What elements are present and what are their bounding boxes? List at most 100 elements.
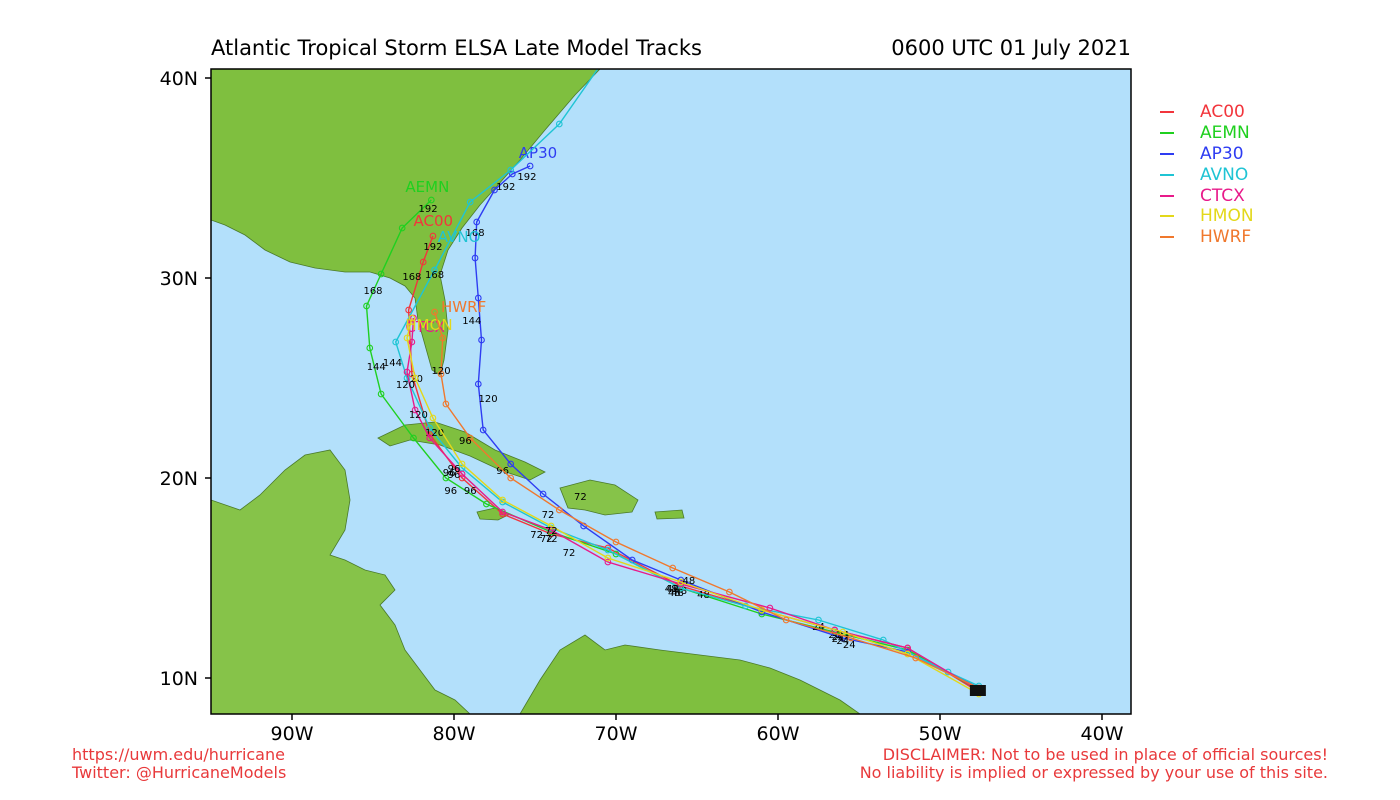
forecast-hour-label: 168 <box>466 228 485 239</box>
track-point <box>437 370 445 378</box>
forecast-hour-label: 72 <box>545 534 558 545</box>
forecast-hour-label: 72 <box>574 492 587 503</box>
track-point <box>766 604 774 612</box>
legend-swatch <box>1160 111 1174 114</box>
forecast-hour-label: 120 <box>425 428 444 439</box>
lon-label: 70W <box>595 723 638 745</box>
forecast-hour-label: 120 <box>409 410 428 421</box>
track-point <box>547 526 555 534</box>
legend-item-ctcx: CTCX <box>1160 185 1254 206</box>
track-point <box>555 120 563 128</box>
track-point <box>377 390 385 398</box>
track-point <box>677 580 685 588</box>
legend-label: AP30 <box>1200 143 1244 164</box>
track-point <box>491 186 498 194</box>
track-point <box>431 308 438 316</box>
model-tracks: 24487296120168192AC0024487296144168192AE… <box>363 69 986 698</box>
forecast-hour-label: 120 <box>431 366 450 377</box>
track-name-label: AP30 <box>519 144 557 162</box>
track-point <box>429 414 437 422</box>
lat-label: 40N <box>160 68 198 90</box>
track-point <box>411 406 419 414</box>
forecast-hour-label: 96 <box>496 466 509 477</box>
land-south-america <box>519 634 861 714</box>
track-point <box>442 400 450 408</box>
lon-label: 90W <box>271 723 314 745</box>
track-point <box>377 270 385 278</box>
track-point <box>555 506 563 514</box>
map-frame <box>210 68 1132 715</box>
track-point <box>839 628 847 636</box>
track-point <box>427 196 435 204</box>
track-hwrf: 24 48 72 96 120 HWRF <box>431 298 983 692</box>
forecast-hour-label: 48 <box>671 588 684 599</box>
forecast-hour-label: 168 <box>402 272 421 283</box>
track-point <box>439 334 447 342</box>
forecast-hour-label: 72 <box>530 530 543 541</box>
forecast-hour-label: 72 <box>563 548 576 559</box>
track-line <box>394 69 980 687</box>
track-point <box>499 508 506 516</box>
legend-item-avno: AVNO <box>1160 164 1254 185</box>
track-point <box>677 578 685 586</box>
lat-label: 30N <box>160 268 198 290</box>
track-point <box>507 460 515 468</box>
track-point <box>598 69 602 70</box>
legend-swatch <box>1160 152 1174 155</box>
forecast-hour-label: 96 <box>448 470 461 481</box>
track-point <box>847 634 855 642</box>
forecast-hour-label: 120 <box>478 394 497 405</box>
track-point <box>398 224 406 232</box>
legend-item-hwrf: HWRF <box>1160 227 1254 248</box>
legend-label: HWRF <box>1200 227 1252 248</box>
track-point <box>419 258 427 266</box>
track-point <box>363 302 370 310</box>
forecast-hour-label: 144 <box>383 358 402 369</box>
track-name-label: AC00 <box>414 212 454 230</box>
forecast-hour-label: 192 <box>423 242 442 253</box>
track-name-label: CTCX <box>405 318 445 336</box>
land-central-america <box>211 449 471 714</box>
lat-label: 10N <box>160 668 198 690</box>
track-point <box>478 336 485 344</box>
track-point <box>879 636 887 644</box>
forecast-hour-label: 168 <box>425 270 444 281</box>
footer-url[interactable]: https://uwm.edu/hurricane <box>72 745 285 764</box>
forecast-hour-label: 120 <box>396 380 415 391</box>
forecast-hour-label: 168 <box>363 286 382 297</box>
legend-swatch <box>1160 132 1174 135</box>
legend-label: AEMN <box>1200 123 1250 144</box>
track-line <box>474 165 980 689</box>
track-point <box>442 474 450 482</box>
land-layer <box>211 69 861 714</box>
legend-swatch <box>1160 173 1174 176</box>
lon-label: 80W <box>433 723 476 745</box>
land-puerto-rico <box>654 509 685 520</box>
track-point <box>426 434 434 442</box>
track-point <box>547 522 555 530</box>
footer-twitter[interactable]: Twitter: @HurricaneModels <box>72 763 287 782</box>
track-point <box>758 610 766 618</box>
forecast-hour-label: 48 <box>665 584 678 595</box>
track-name-label: HWRF <box>441 298 486 316</box>
land-north-america <box>211 69 601 376</box>
lat-label: 20N <box>160 468 198 490</box>
legend-item-hmon: HMON <box>1160 206 1254 227</box>
track-ap30: 24 48 72 96 120 144 168 192 AP30 <box>462 144 983 692</box>
track-point <box>677 576 685 584</box>
track-point <box>604 554 612 562</box>
track-point <box>403 368 411 376</box>
lon-label: 40W <box>1081 723 1124 745</box>
forecast-hour-label: 72 <box>545 526 558 537</box>
forecast-hour-label: 48 <box>674 586 687 597</box>
track-point <box>403 334 411 342</box>
forecast-hour-label: 24 <box>832 632 845 643</box>
lon-label: 50W <box>919 723 962 745</box>
legend-item-ac00: AC00 <box>1160 102 1254 123</box>
forecast-hour-label: 24 <box>843 640 856 651</box>
track-point <box>466 198 474 206</box>
track-point <box>405 306 412 314</box>
track-point <box>426 424 434 432</box>
forecast-hour-label: 48 <box>668 588 681 599</box>
forecast-hour-label: 48 <box>666 584 679 595</box>
